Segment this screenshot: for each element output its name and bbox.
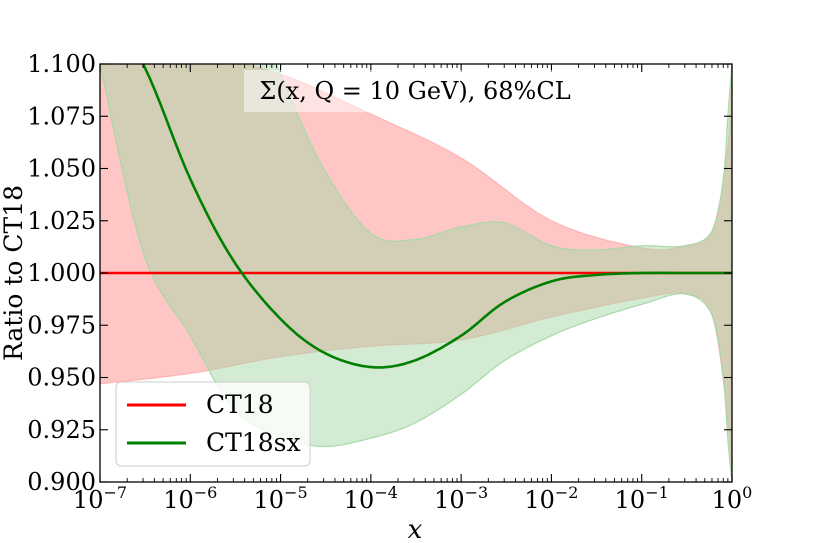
x-tick-label: 10−6 <box>163 483 217 514</box>
y-tick-label: 0.975 <box>27 311 96 339</box>
line-ct18sx <box>141 64 732 369</box>
legend-label-ct18: CT18 <box>206 390 274 419</box>
legend-label-ct18sx: CT18sx <box>206 428 301 457</box>
y-tick-label: 1.100 <box>27 50 96 78</box>
x-tick-label: 10−7 <box>73 483 127 514</box>
axis-tick-labels: 0.900 0.925 0.950 0.975 1.000 1.025 1.050 1.075… <box>27 50 752 514</box>
y-axis-label: Ratio to CT18 <box>0 185 28 361</box>
y-tick-label: 1.025 <box>27 207 96 235</box>
x-tick-label: 10−2 <box>524 483 578 514</box>
legend: CT18 CT18sx <box>115 381 311 467</box>
x-tick-label: 100 <box>712 483 753 514</box>
legend-box <box>115 381 311 467</box>
x-tick-label: 10−3 <box>434 483 488 514</box>
y-tick-label: 0.950 <box>27 364 96 392</box>
x-tick-label: 10−1 <box>615 483 669 514</box>
x-tick-label: 10−4 <box>344 483 398 514</box>
x-tick-label: 10−5 <box>254 483 308 514</box>
y-tick-label: 0.925 <box>27 416 96 444</box>
y-tick-label: 1.050 <box>27 155 96 183</box>
y-tick-label: 1.075 <box>27 102 96 130</box>
x-axis-label: x <box>408 515 423 543</box>
central-lines <box>100 64 732 369</box>
chart-title: Σ(x, Q = 10 GeV), 68%CL <box>259 77 570 105</box>
y-tick-label: 1.000 <box>27 259 96 287</box>
y-tick-label: 0.900 <box>27 468 96 496</box>
title-box <box>244 70 586 112</box>
axis-ticks <box>99 63 733 483</box>
